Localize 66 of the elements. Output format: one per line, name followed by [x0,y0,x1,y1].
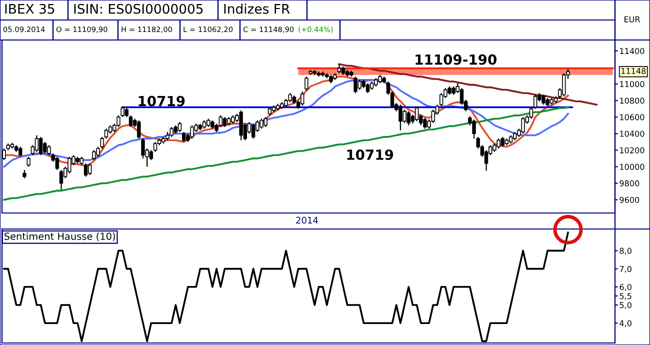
candlestick [239,110,243,141]
y-tick-label: 10200 [620,147,644,154]
y-tick-label: 5,5 [620,293,632,300]
candlestick [178,121,182,133]
candlestick [496,138,500,150]
candlestick [484,150,488,172]
annotation: 10719 [347,149,394,160]
candlestick [358,79,362,90]
candlestick [366,82,370,94]
candlestick [300,90,304,106]
candlestick [2,148,6,161]
candlestick [88,162,92,176]
candlestick [500,136,504,148]
candlestick [59,169,64,190]
candlestick [182,131,186,142]
candlestick [218,114,222,128]
text: 2014 [296,216,318,224]
candlestick [260,118,264,130]
candlestick [18,146,22,158]
y-tick-label: 10800 [620,98,644,104]
y-tick-label: 10600 [620,114,644,120]
candlestick [414,106,419,122]
candlestick [398,104,402,131]
y-tick-label: 9600 [620,196,640,203]
annotation: 11109-190 [416,54,496,65]
y-tick-label: 7,0 [620,266,632,273]
y-tick-label: 4,0 [620,320,632,328]
candlestick [222,116,227,128]
y-tick-label: 8,0 [620,248,632,255]
chart-title: IBEX 35 [5,4,54,14]
text: Indizes FR [224,4,290,14]
candlestick [43,141,47,154]
candlestick [337,64,341,74]
candlestick [562,72,566,97]
candlestick [55,156,60,171]
line-series [3,106,569,201]
candlestick [38,136,43,156]
annotation: 10719 [138,96,185,106]
y-tick-label: 11000 [620,81,644,88]
candlestick [406,110,410,126]
y-tick-label: 9800 [620,180,640,186]
candlestick [521,116,525,134]
candlestick [288,92,292,103]
text: EUR [624,16,640,22]
chart-title: Sentiment Hausse (10) [4,232,115,242]
candlestick [170,126,174,138]
candlestick [92,150,96,161]
y-tick-label: 5,0 [620,302,632,309]
candlestick [264,116,268,128]
candlestick [542,94,546,106]
text: ISIN: ES0SI0000005 [74,4,203,14]
candlestick [34,134,39,152]
candlestick [423,117,427,130]
candlestick [402,109,406,124]
candlestick [190,124,194,140]
candlestick [251,123,256,140]
candlestick [137,120,141,140]
y-tick-label: 10400 [620,130,644,137]
candlestick [354,76,358,94]
line-series [338,63,598,106]
y-tick-label: 6,0 [620,284,632,291]
y-tick-label: 10000 [620,164,644,170]
text: 11148 [621,68,646,74]
candlestick [26,156,30,168]
y-tick-label: 11400 [620,48,644,54]
candlestick [304,76,308,92]
